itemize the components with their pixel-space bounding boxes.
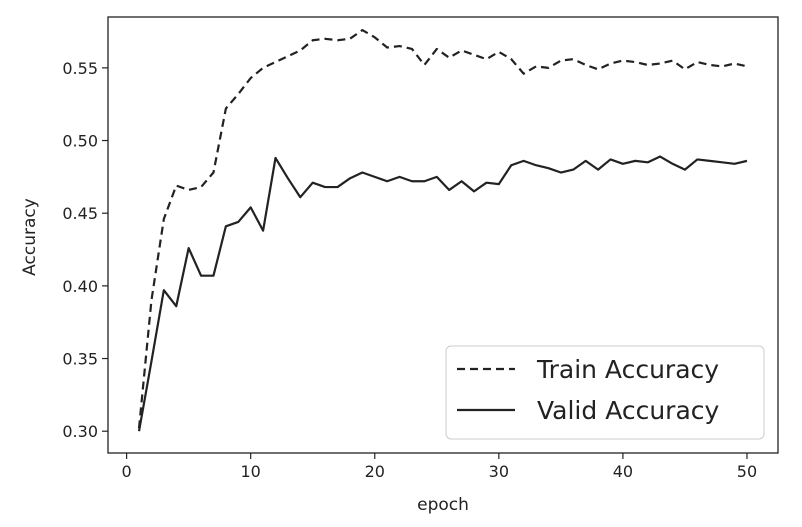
x-tick-label: 20 xyxy=(365,462,385,481)
x-tick-label: 30 xyxy=(489,462,509,481)
y-axis-ticks: 0.30 0.35 0.40 0.45 0.50 0.55 xyxy=(62,59,108,441)
plot-frame xyxy=(107,16,779,454)
legend-train-label: Train Accuracy xyxy=(536,355,719,384)
y-tick-label: 0.40 xyxy=(62,277,98,296)
y-axis-label: Accuracy xyxy=(20,198,40,276)
x-axis-label: epoch xyxy=(417,495,469,515)
x-tick-label: 0 xyxy=(122,462,132,481)
y-tick-label: 0.55 xyxy=(62,59,98,78)
valid-accuracy-line xyxy=(137,155,748,432)
x-axis-ticks: 0 10 20 30 40 50 xyxy=(122,453,757,481)
y-tick-label: 0.45 xyxy=(62,204,98,223)
legend: Train Accuracy Valid Accuracy xyxy=(445,345,765,440)
x-tick-label: 10 xyxy=(241,462,261,481)
y-tick-label: 0.30 xyxy=(62,422,98,441)
y-tick-label: 0.50 xyxy=(62,132,98,151)
series-layer xyxy=(137,28,748,432)
x-tick-label: 40 xyxy=(613,462,633,481)
train-accuracy-line xyxy=(137,28,748,429)
x-tick-label: 50 xyxy=(737,462,757,481)
legend-box xyxy=(445,345,765,440)
legend-valid-label: Valid Accuracy xyxy=(537,396,720,425)
y-tick-label: 0.35 xyxy=(62,350,98,369)
